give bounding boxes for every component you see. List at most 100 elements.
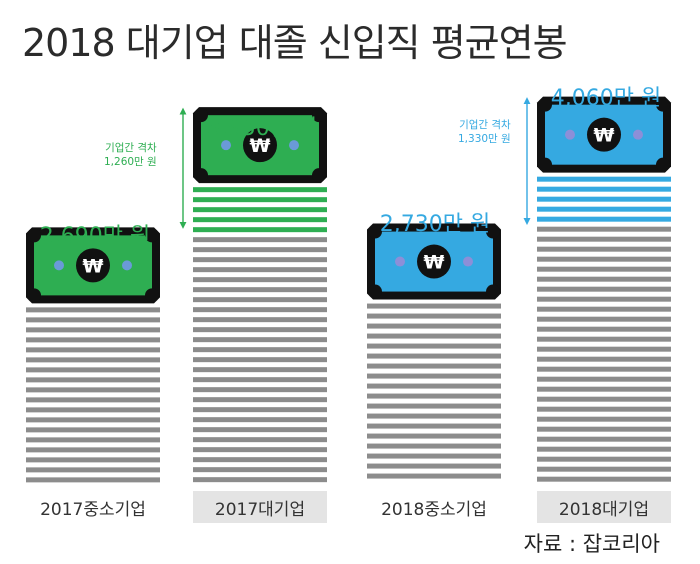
bar-stripe xyxy=(193,397,327,403)
bar-stripe xyxy=(26,417,160,423)
bar-stripe xyxy=(537,326,671,332)
bar-stripe xyxy=(537,226,671,232)
bar-stripe xyxy=(193,407,327,413)
bar-stripe xyxy=(193,457,327,463)
banknote-corner xyxy=(538,157,552,172)
bar-stripe xyxy=(367,443,501,449)
banknote-corner xyxy=(194,168,208,183)
bar-stripe xyxy=(26,327,160,333)
banknote-corner xyxy=(312,108,326,123)
data-label: 2,730만 원 xyxy=(379,212,491,237)
data-label: 2,690만 원 xyxy=(39,224,151,249)
bar: ₩ xyxy=(193,107,327,483)
bar-stripe xyxy=(193,197,327,203)
bar-stripe xyxy=(193,357,327,363)
bar-stripe xyxy=(193,367,327,373)
bar-stripe xyxy=(367,373,501,379)
won-sign-icon: ₩ xyxy=(424,252,445,274)
bar-stripe xyxy=(26,457,160,463)
won-coin xyxy=(243,128,277,163)
banknote-corner xyxy=(538,97,552,112)
bar-stripe xyxy=(537,416,671,422)
data-label: 4,060만 원 xyxy=(550,86,662,111)
banknote-corner xyxy=(27,288,41,303)
bar-stripe xyxy=(367,423,501,429)
banknote-dot xyxy=(122,260,132,271)
banknote-dot xyxy=(289,140,299,151)
bar-stripe xyxy=(26,477,160,483)
bar-stripe xyxy=(26,367,160,373)
bar-stripe xyxy=(193,187,327,193)
bar-stripe xyxy=(537,306,671,312)
bar-stripe xyxy=(537,476,671,482)
bar-stripe xyxy=(193,447,327,453)
bar-stripe xyxy=(537,296,671,302)
bar-stripe xyxy=(26,317,160,323)
bar-stripe xyxy=(537,236,671,242)
gap-annotation-line2: 1,260만 원 xyxy=(104,156,157,168)
gap-annotation: 기업간 격차 1,330만 원 xyxy=(458,118,511,146)
bar-stripe xyxy=(193,467,327,473)
bar-stripe xyxy=(537,366,671,372)
won-sign-icon: ₩ xyxy=(250,135,271,157)
bar-stripe xyxy=(26,397,160,403)
bar-stripe xyxy=(367,313,501,319)
gap-annotation-line2: 1,330만 원 xyxy=(458,133,511,145)
banknote-corner xyxy=(486,284,500,299)
bar-stripe xyxy=(537,186,671,192)
bar-stripe xyxy=(26,387,160,393)
bar-stripe xyxy=(537,466,671,472)
banknote-dot xyxy=(221,140,231,151)
bar-stripe xyxy=(537,436,671,442)
bar-stripe xyxy=(193,247,327,253)
bar-stripe xyxy=(193,347,327,353)
bar-stripe xyxy=(26,427,160,433)
bar-stripe xyxy=(537,206,671,212)
bar-stripe xyxy=(367,323,501,329)
bar-stripe xyxy=(193,267,327,273)
bar-stripe xyxy=(193,417,327,423)
bar-stripe xyxy=(537,256,671,262)
won-sign-icon: ₩ xyxy=(83,255,104,277)
bar-stripe xyxy=(537,266,671,272)
chart-title: 2018 대기업 대졸 신입직 평균연봉 xyxy=(22,21,568,65)
bar-stripe xyxy=(193,437,327,443)
bar-stripe xyxy=(193,477,327,483)
source-note: 자료 : 잡코리아 xyxy=(523,532,660,556)
gap-annotation-line1: 기업간 격차 xyxy=(105,142,157,154)
bar-stripe xyxy=(193,307,327,313)
bar-stripe xyxy=(193,387,327,393)
banknote-corner xyxy=(145,288,159,303)
bar-stripe xyxy=(537,276,671,282)
bar-stripe xyxy=(193,277,327,283)
bar-stripe xyxy=(26,357,160,363)
bar-stripe xyxy=(26,447,160,453)
data-label: 3,950만 원 xyxy=(206,116,318,141)
bar-stripe xyxy=(367,403,501,409)
bar-stripe xyxy=(537,386,671,392)
bar-stripe xyxy=(367,303,501,309)
bar-stripe xyxy=(193,427,327,433)
banknote-corner xyxy=(486,224,500,239)
bar-stripe xyxy=(193,237,327,243)
banknote-corner xyxy=(656,97,670,112)
bar-stripe xyxy=(193,207,327,213)
bar-stripe xyxy=(537,376,671,382)
won-coin xyxy=(417,244,451,279)
banknote-corner xyxy=(145,228,159,243)
won-coin xyxy=(587,117,621,152)
bar-stripe xyxy=(26,437,160,443)
banknote-dot xyxy=(463,256,473,267)
bar-stripe xyxy=(367,433,501,439)
bar-stripe xyxy=(537,286,671,292)
bar-stripe xyxy=(367,343,501,349)
bar-stripe xyxy=(26,467,160,473)
bar-stripe xyxy=(193,217,327,223)
banknote-corner xyxy=(27,228,41,243)
bar-stripe xyxy=(193,257,327,263)
bar-stripe xyxy=(26,377,160,383)
banknote-dot xyxy=(54,260,64,271)
banknote-corner xyxy=(312,168,326,183)
banknote-dot xyxy=(565,129,575,140)
won-coin xyxy=(76,248,110,283)
